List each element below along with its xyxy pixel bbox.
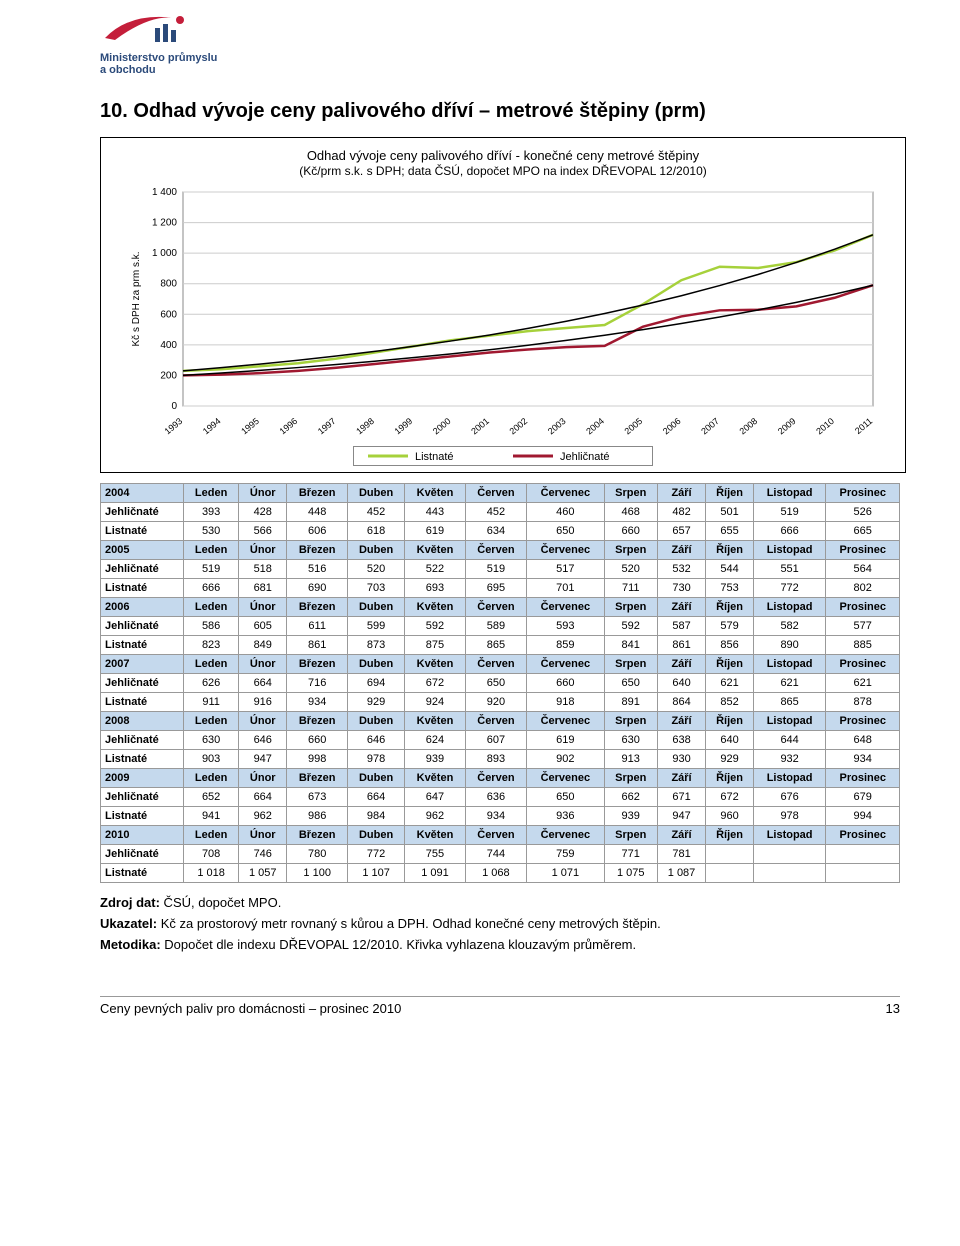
zdroj-label: Zdroj dat: — [100, 895, 160, 910]
svg-text:Listnaté: Listnaté — [415, 451, 454, 463]
chart-title: Odhad vývoje ceny palivového dříví - kon… — [113, 148, 893, 164]
svg-text:1993: 1993 — [163, 416, 185, 437]
svg-text:2002: 2002 — [508, 416, 530, 437]
price-data-table: 2004LedenÚnorBřezenDubenKvětenČervenČerv… — [100, 483, 900, 883]
svg-text:1 000: 1 000 — [152, 248, 177, 259]
chart-subtitle: (Kč/prm s.k. s DPH; data ČSÚ, dopočet MP… — [113, 164, 893, 178]
chart-legend: Listnaté Jehličnaté — [353, 446, 653, 466]
ukazatel-label: Ukazatel: — [100, 916, 157, 931]
svg-text:Kč s DPH za prm s.k.: Kč s DPH za prm s.k. — [131, 252, 142, 347]
logo-swoosh-icon — [100, 10, 250, 50]
footer-right: 13 — [886, 1001, 900, 1016]
svg-text:2003: 2003 — [546, 416, 568, 437]
svg-text:800: 800 — [160, 279, 177, 290]
ukazatel-text: Kč za prostorový metr rovnaný s kůrou a … — [157, 916, 661, 931]
svg-text:2007: 2007 — [699, 416, 721, 437]
svg-text:200: 200 — [160, 371, 177, 382]
logo-text-line1: Ministerstvo průmyslu — [100, 52, 217, 64]
svg-text:1994: 1994 — [201, 416, 223, 437]
chart-canvas: 0 200 400 600 800 1 000 1 200 1 400 1993 1994 1995… — [123, 182, 883, 442]
svg-text:1996: 1996 — [278, 416, 300, 437]
svg-text:2001: 2001 — [469, 416, 491, 437]
svg-text:1995: 1995 — [239, 416, 261, 437]
svg-text:2010: 2010 — [814, 416, 836, 437]
svg-text:1999: 1999 — [393, 416, 415, 437]
svg-text:2000: 2000 — [431, 416, 453, 437]
svg-text:600: 600 — [160, 310, 177, 321]
page-footer: Ceny pevných paliv pro domácnosti – pros… — [100, 996, 900, 1016]
svg-text:0: 0 — [171, 401, 177, 412]
svg-text:400: 400 — [160, 340, 177, 351]
svg-text:2004: 2004 — [584, 416, 606, 437]
page-title: 10. Odhad vývoje ceny palivového dříví –… — [100, 100, 900, 123]
metodika-text: Dopočet dle indexu DŘEVOPAL 12/2010. Kři… — [161, 937, 636, 952]
svg-text:Jehličnaté: Jehličnaté — [560, 451, 610, 463]
footer-left: Ceny pevných paliv pro domácnosti – pros… — [100, 1001, 401, 1016]
svg-text:1 400: 1 400 — [152, 187, 177, 198]
metodika-label: Metodika: — [100, 937, 161, 952]
notes-block: Zdroj dat: ČSÚ, dopočet MPO. Ukazatel: K… — [100, 893, 900, 955]
logo-text-line2: a obchodu — [100, 64, 156, 76]
svg-text:1 200: 1 200 — [152, 218, 177, 229]
svg-text:1997: 1997 — [316, 416, 338, 437]
svg-text:2006: 2006 — [661, 416, 683, 437]
zdroj-text: ČSÚ, dopočet MPO. — [160, 895, 281, 910]
ministry-logo: Ministerstvo průmyslu a obchodu — [100, 10, 250, 76]
svg-text:2005: 2005 — [623, 416, 645, 437]
svg-text:1998: 1998 — [354, 416, 376, 437]
svg-text:2011: 2011 — [853, 416, 874, 436]
price-chart: Odhad vývoje ceny palivového dříví - kon… — [100, 137, 906, 473]
svg-text:2008: 2008 — [738, 416, 760, 437]
svg-text:2009: 2009 — [776, 416, 798, 437]
